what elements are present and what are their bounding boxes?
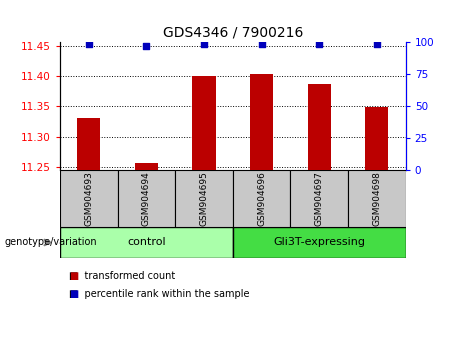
Text: GSM904698: GSM904698 — [372, 171, 381, 226]
Bar — [250, 74, 273, 170]
Text: GSM904696: GSM904696 — [257, 171, 266, 226]
Text: Gli3T-expressing: Gli3T-expressing — [273, 238, 365, 247]
Text: ■  transformed count: ■ transformed count — [69, 271, 175, 281]
Bar — [60, 170, 118, 227]
Bar — [135, 162, 158, 170]
Point — [200, 41, 207, 47]
Text: GSM904694: GSM904694 — [142, 171, 151, 225]
Bar — [77, 118, 100, 170]
Point — [315, 41, 323, 47]
Text: ■: ■ — [69, 289, 78, 299]
Bar — [308, 84, 331, 170]
Title: GDS4346 / 7900216: GDS4346 / 7900216 — [163, 26, 303, 40]
Text: control: control — [127, 238, 165, 247]
Bar — [175, 170, 233, 227]
Point — [258, 41, 266, 47]
Bar — [118, 170, 175, 227]
Text: GSM904693: GSM904693 — [84, 171, 93, 226]
Text: ■: ■ — [69, 271, 78, 281]
Point — [373, 41, 381, 47]
Bar — [290, 170, 348, 227]
Point — [85, 41, 92, 47]
Bar — [233, 227, 406, 258]
Text: genotype/variation: genotype/variation — [5, 238, 97, 247]
Bar — [60, 227, 233, 258]
Bar — [348, 170, 406, 227]
Text: ■  percentile rank within the sample: ■ percentile rank within the sample — [69, 289, 250, 299]
Bar — [365, 107, 388, 170]
Text: GSM904697: GSM904697 — [315, 171, 324, 226]
Text: GSM904695: GSM904695 — [200, 171, 208, 226]
Bar — [233, 170, 290, 227]
Bar — [193, 76, 216, 170]
Point — [142, 44, 150, 49]
